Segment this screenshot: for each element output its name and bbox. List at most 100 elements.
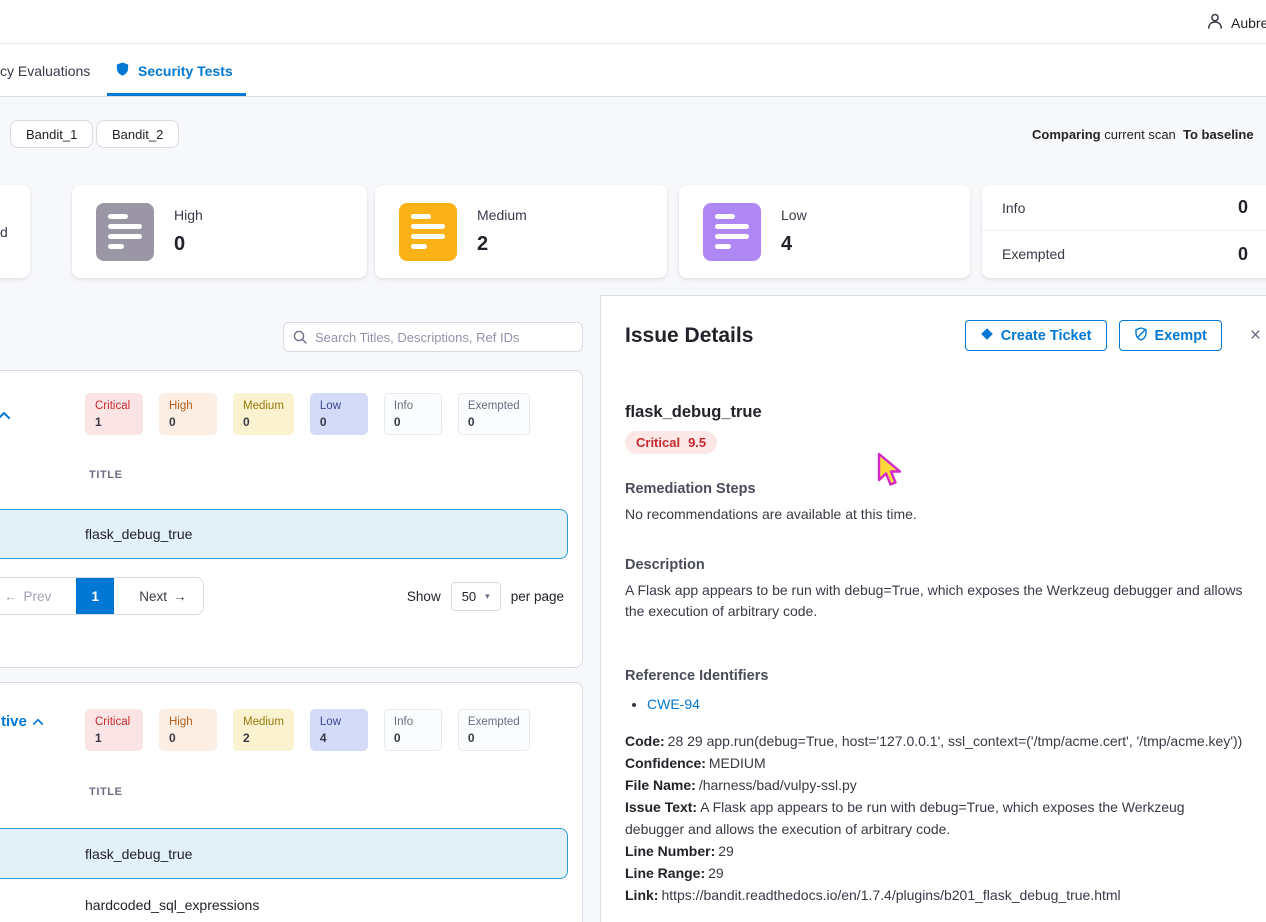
chip-label: High [169, 716, 193, 728]
issue-row-title: flask_debug_true [85, 526, 193, 542]
current-page-button[interactable]: 1 [76, 578, 115, 614]
create-ticket-label: Create Ticket [1000, 327, 1092, 344]
exempt-button[interactable]: Exempt [1118, 320, 1222, 351]
page-size-control: Show 50 ▾ per page [407, 577, 564, 615]
summary-card-high[interactable]: High 0 [72, 185, 367, 278]
chip-label: Low [319, 716, 342, 728]
summary-card-info-exempted[interactable]: Info 0 Exempted 0 [982, 185, 1266, 278]
field-link: Link: https://bandit.readthedocs.io/en/1.… [625, 884, 1243, 906]
issue-title: flask_debug_true [625, 403, 762, 421]
cwe-link[interactable]: CWE-94 [647, 696, 700, 712]
issue-details-panel: Issue Details Create Ticket Exempt × fla… [600, 295, 1266, 922]
severity-chip-critical[interactable]: Critical 1 [85, 709, 143, 751]
field-label: Code: [625, 733, 665, 749]
field-code: Code: 28 29 app.run(debug=True, host='127… [625, 730, 1243, 752]
badge-score: 9.5 [688, 435, 707, 450]
prev-page-button[interactable]: ← Prev [4, 589, 51, 604]
create-ticket-button[interactable]: Create Ticket [964, 320, 1107, 351]
severity-chip-exempted[interactable]: Exempted 0 [457, 709, 530, 751]
field-value: 28 29 app.run(debug=True, host='127.0.0.… [667, 733, 1243, 749]
severity-chip-info[interactable]: Info 0 [383, 709, 442, 751]
issue-row-flask-debug-true[interactable]: flask_debug_true [0, 509, 568, 559]
high-severity-icon [96, 202, 154, 261]
severity-chip-high[interactable]: High 0 [159, 393, 217, 435]
per-page-label: per page [510, 588, 564, 604]
search-icon [293, 330, 307, 344]
severity-chip-high[interactable]: High 0 [159, 709, 217, 751]
scan-chip-bandit-1[interactable]: Bandit_1 [10, 120, 94, 148]
chip-count: 0 [467, 731, 475, 745]
prev-arrow-icon: ← [4, 588, 18, 604]
page-size-select[interactable]: 50 ▾ [450, 581, 501, 611]
chip-label: Medium [243, 400, 284, 412]
tab-label: Security Tests [138, 62, 233, 79]
issue-section-1: Critical 1 High 0 Medium 0 Low 0 Info [0, 370, 583, 668]
severity-chip-medium[interactable]: Medium 2 [233, 709, 294, 751]
severity-chip-low[interactable]: Low 0 [309, 393, 368, 435]
card-label: Medium [477, 207, 527, 223]
section-2-header[interactable]: tive [1, 713, 44, 730]
issue-row-flask-debug-true[interactable]: flask_debug_true [0, 828, 568, 879]
summary-card-low[interactable]: Low 4 [679, 185, 970, 278]
severity-score-badge: Critical 9.5 [625, 431, 718, 454]
chip-label: Info [393, 716, 414, 728]
severity-filter-chips: Critical 1 High 0 Medium 2 Low 4 Info [85, 709, 530, 751]
card-count: 0 [174, 233, 186, 255]
severity-chip-low[interactable]: Low 4 [309, 709, 368, 751]
reference-list: CWE-94 [647, 694, 1266, 714]
summary-card-cut[interactable]: d [0, 185, 30, 278]
field-label: Issue Text: [625, 799, 698, 815]
severity-chip-medium[interactable]: Medium 0 [233, 393, 294, 435]
severity-chip-info[interactable]: Info 0 [383, 393, 442, 435]
issue-row-title: hardcoded_sql_expressions [85, 897, 260, 913]
description-heading: Description [625, 557, 705, 573]
field-value: 29 [708, 865, 724, 881]
remediation-body: No recommendations are available at this… [625, 506, 917, 522]
card-label: Low [781, 207, 807, 223]
chevron-down-icon: ▾ [485, 590, 490, 601]
field-issue-text: Issue Text: A Flask app appears to be run… [625, 796, 1243, 840]
user-menu[interactable]: Aubre [1206, 12, 1266, 33]
scan-chip-bandit-2[interactable]: Bandit_2 [96, 120, 180, 148]
exempted-label: Exempted [1002, 246, 1066, 262]
next-page-button[interactable]: Next → [139, 589, 186, 604]
remediation-heading: Remediation Steps [625, 481, 756, 497]
exempted-count: 0 [1237, 243, 1248, 264]
field-label: File Name: [625, 777, 696, 793]
field-label: Confidence: [625, 755, 706, 771]
chip-count: 1 [95, 731, 102, 745]
severity-chip-exempted[interactable]: Exempted 0 [457, 393, 530, 435]
collapse-chevron-icon[interactable] [0, 407, 11, 425]
summary-card-medium[interactable]: Medium 2 [375, 185, 667, 278]
chip-count: 0 [393, 415, 401, 429]
chip-label: Critical [95, 400, 131, 412]
user-name: Aubre [1231, 14, 1266, 31]
column-header-title: TITLE [89, 469, 123, 481]
comparing-label: Comparing [1032, 127, 1101, 142]
close-icon[interactable]: × [1249, 325, 1261, 346]
shield-icon [115, 61, 130, 80]
chip-label: Exempted [467, 716, 520, 728]
info-count: 0 [1237, 197, 1248, 217]
comparing-value: current scan [1104, 127, 1176, 142]
issue-section-2: tive Critical 1 High 0 Medium 2 [0, 682, 583, 922]
tab-security-tests[interactable]: Security Tests [115, 44, 233, 97]
field-value: A Flask app appears to be run with debug… [625, 799, 1185, 837]
info-row: Info 0 [982, 185, 1266, 231]
reference-item: CWE-94 [647, 694, 1266, 714]
tab-policy-evaluations[interactable]: cy Evaluations [0, 44, 90, 97]
ticket-icon [980, 327, 994, 345]
tab-bar: cy Evaluations Security Tests [0, 44, 1266, 97]
severity-chip-critical[interactable]: Critical 1 [85, 393, 143, 435]
chip-label: Critical [95, 716, 131, 728]
issue-detail-fields: Code: 28 29 app.run(debug=True, host='127… [625, 730, 1243, 906]
field-line-range: Line Range: 29 [625, 862, 1243, 884]
field-value: /harness/bad/vulpy-ssl.py [698, 777, 857, 793]
chip-count: 0 [393, 731, 401, 745]
search-box [283, 322, 583, 352]
search-input[interactable] [283, 322, 583, 352]
issue-row-hardcoded-sql-expressions[interactable]: hardcoded_sql_expressions [0, 879, 568, 922]
chip-label: High [169, 400, 193, 412]
show-label: Show [406, 588, 441, 604]
